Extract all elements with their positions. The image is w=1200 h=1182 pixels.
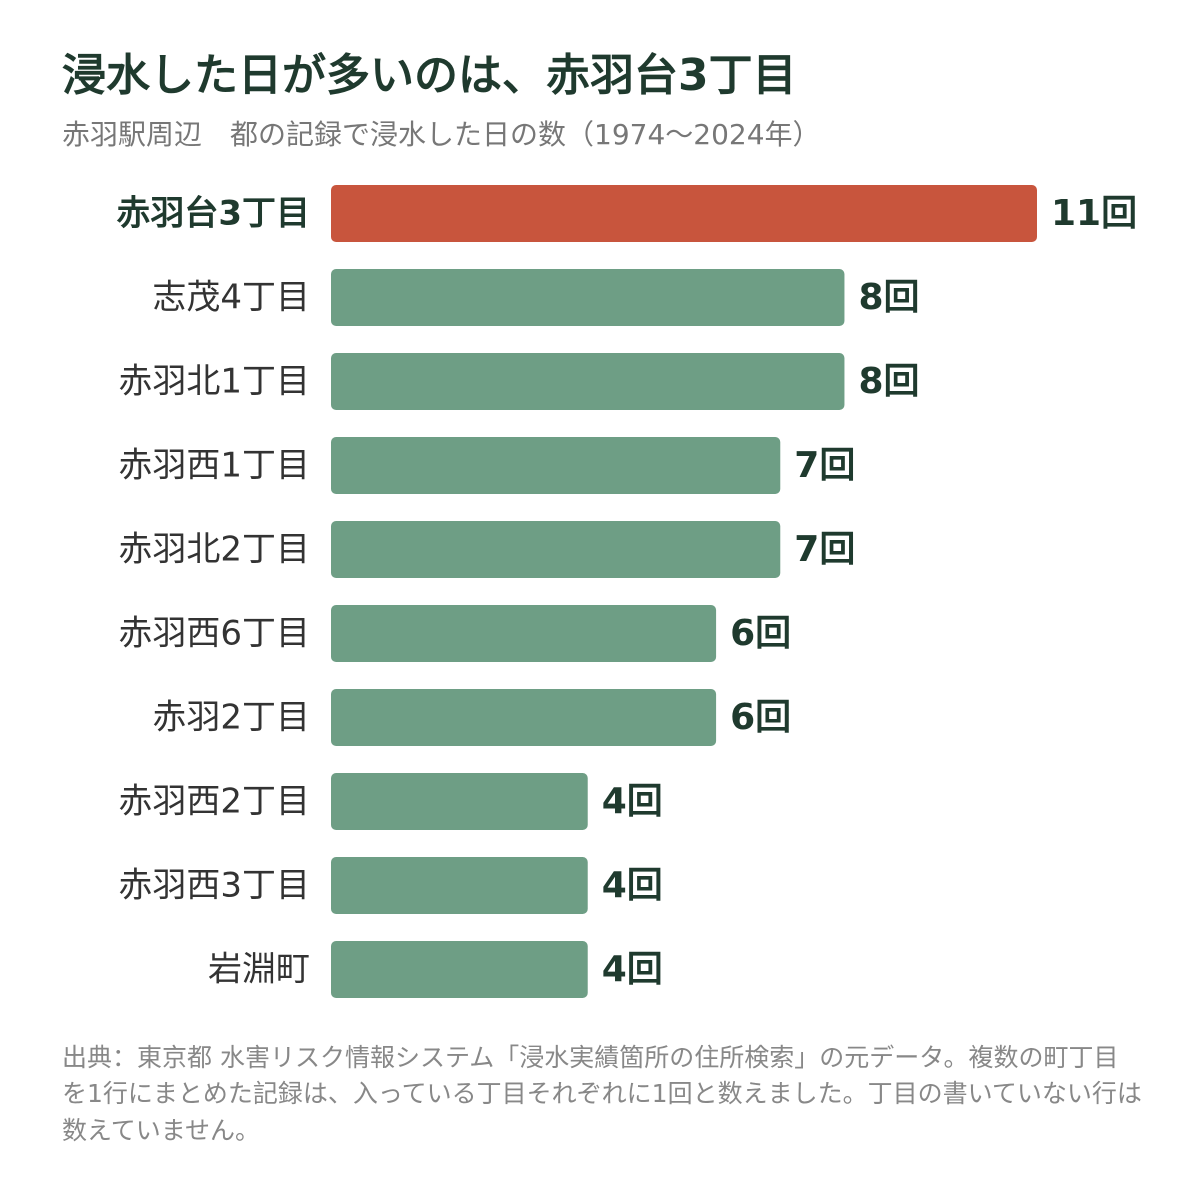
value-label-5: 6回 — [730, 613, 791, 654]
value-label-4: 7回 — [794, 529, 855, 570]
category-label-7: 赤羽西2丁目 — [118, 782, 310, 822]
bar-9 — [331, 941, 588, 998]
bar-0 — [331, 185, 1037, 242]
value-label-6: 6回 — [730, 697, 791, 738]
bar-1 — [331, 269, 845, 326]
value-label-9: 4回 — [602, 949, 663, 990]
category-label-6: 赤羽2丁目 — [152, 698, 310, 738]
chart-subtitle: 赤羽駅周辺 都の記録で浸水した日の数（1974〜2024年） — [62, 118, 821, 151]
bar-8 — [331, 857, 588, 914]
chart-title: 浸水した日が多いのは、赤羽台3丁目 — [62, 50, 797, 101]
value-label-7: 4回 — [602, 781, 663, 822]
category-label-1: 志茂4丁目 — [152, 278, 310, 318]
value-label-0: 11回 — [1051, 193, 1137, 234]
bar-5 — [331, 605, 717, 662]
source-note: 出典：東京都 水害リスク情報システム「浸水実績箇所の住所検索」の元データ。複数の… — [62, 1043, 1142, 1145]
category-label-5: 赤羽西6丁目 — [118, 614, 310, 654]
bar-2 — [331, 353, 845, 410]
category-label-8: 赤羽西3丁目 — [118, 866, 310, 906]
value-label-8: 4回 — [602, 865, 663, 906]
category-label-3: 赤羽西1丁目 — [118, 446, 310, 486]
value-label-2: 8回 — [858, 361, 919, 402]
category-label-9: 岩淵町 — [208, 950, 310, 990]
bar-3 — [331, 437, 781, 494]
value-label-3: 7回 — [794, 445, 855, 486]
bar-6 — [331, 689, 717, 746]
value-label-1: 8回 — [858, 277, 919, 318]
bar-7 — [331, 773, 588, 830]
bar-4 — [331, 521, 781, 578]
category-label-0: 赤羽台3丁目 — [116, 194, 310, 234]
category-label-4: 赤羽北2丁目 — [118, 530, 310, 570]
category-label-2: 赤羽北1丁目 — [118, 362, 310, 402]
